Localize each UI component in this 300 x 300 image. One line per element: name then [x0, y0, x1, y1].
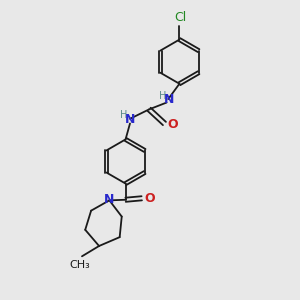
Text: O: O [167, 118, 178, 131]
Text: N: N [103, 193, 114, 206]
Text: O: O [145, 192, 155, 205]
Text: Cl: Cl [174, 11, 186, 24]
Text: H: H [159, 91, 167, 100]
Text: N: N [125, 113, 135, 127]
Text: N: N [164, 93, 175, 106]
Text: CH₃: CH₃ [69, 260, 90, 270]
Text: H: H [120, 110, 128, 120]
